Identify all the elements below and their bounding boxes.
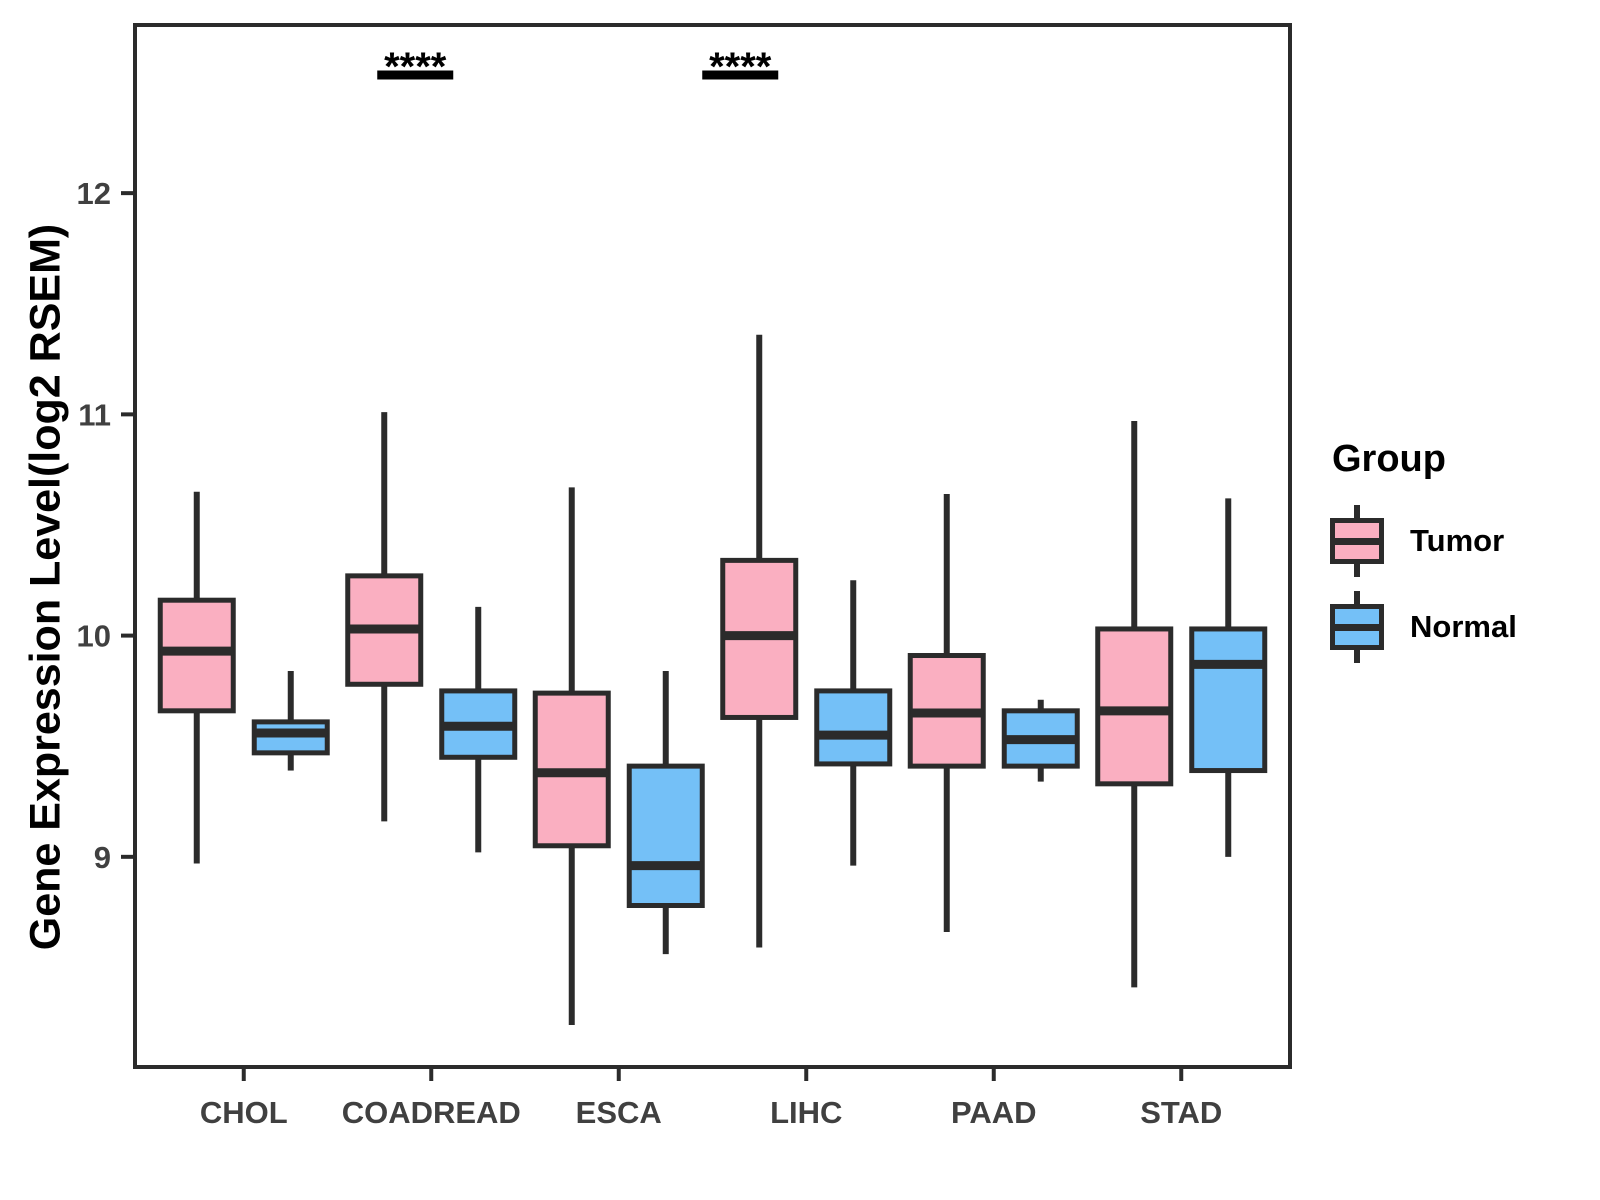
x-tick-label-LIHC: LIHC <box>770 1095 842 1130</box>
panel-border <box>133 23 1292 1069</box>
x-tick-label-ESCA: ESCA <box>576 1095 662 1130</box>
box-PAAD-Normal <box>1001 699 1080 782</box>
glyph-whisker-bottom <box>1354 648 1360 663</box>
x-tick-label-STAD: STAD <box>1140 1095 1222 1130</box>
normal-boxplot-glyph-icon <box>1330 591 1384 663</box>
glyph-median <box>1330 624 1384 631</box>
box-LIHC-Tumor <box>720 334 799 948</box>
legend-label-normal: Normal <box>1410 609 1517 644</box>
iqr-box <box>1189 626 1268 774</box>
significance-label-LIHC: **** <box>709 45 772 89</box>
box-COADREAD-Normal <box>439 606 518 853</box>
x-tick-label-PAAD: PAAD <box>951 1095 1037 1130</box>
x-tick-label-CHOL: CHOL <box>200 1095 288 1130</box>
legend: Group Tumor Normal <box>1330 438 1517 677</box>
box-ESCA-Normal <box>626 670 705 955</box>
glyph-median <box>1330 538 1384 545</box>
legend-label-tumor: Tumor <box>1410 523 1505 558</box>
iqr-box <box>814 688 893 767</box>
legend-item-tumor: Tumor <box>1330 505 1517 577</box>
y-tick-label-10: 10 <box>77 619 111 654</box>
y-tick-label-9: 9 <box>94 840 111 875</box>
box-PAAD-Tumor <box>907 494 986 933</box>
box-STAD-Tumor <box>1095 421 1174 988</box>
y-tick-label-12: 12 <box>77 176 111 211</box>
glyph-whisker-top <box>1354 505 1360 520</box>
box-STAD-Normal <box>1189 498 1268 857</box>
box-LIHC-Normal <box>814 580 893 866</box>
legend-title: Group <box>1332 438 1446 480</box>
legend-item-normal: Normal <box>1330 591 1517 663</box>
box-CHOL-Normal <box>251 670 330 771</box>
box-ESCA-Tumor <box>532 487 611 1025</box>
glyph-whisker-bottom <box>1354 562 1360 577</box>
iqr-box <box>626 763 705 909</box>
box-CHOL-Tumor <box>157 491 236 864</box>
box-COADREAD-Tumor <box>345 412 424 822</box>
y-tick-label-11: 11 <box>78 397 111 432</box>
y-axis-title: Gene Expression Level(log2 RSEM) <box>21 223 70 951</box>
tumor-boxplot-glyph-icon <box>1330 505 1384 577</box>
glyph-whisker-top <box>1354 591 1360 606</box>
significance-label-COADREAD: **** <box>384 45 447 89</box>
x-tick-label-COADREAD: COADREAD <box>342 1095 521 1130</box>
